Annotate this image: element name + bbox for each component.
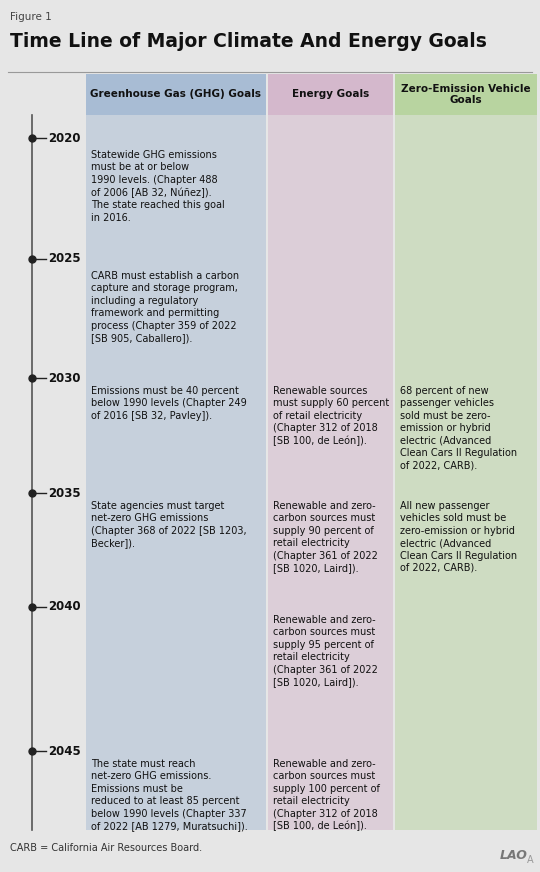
Bar — [86, 589, 266, 703]
Bar — [86, 703, 266, 830]
Bar — [86, 477, 266, 589]
Text: Renewable and zero-
carbon sources must
supply 95 percent of
retail electricity
: Renewable and zero- carbon sources must … — [273, 615, 378, 687]
Bar — [86, 74, 266, 115]
Bar — [86, 365, 266, 477]
Bar — [395, 477, 537, 589]
Bar — [395, 589, 537, 703]
Bar — [86, 115, 266, 251]
Bar — [268, 703, 393, 830]
Bar — [268, 477, 393, 589]
Bar — [86, 251, 266, 365]
Bar — [395, 74, 537, 115]
Text: 2020: 2020 — [48, 132, 80, 145]
Text: Greenhouse Gas (GHG) Goals: Greenhouse Gas (GHG) Goals — [91, 90, 261, 99]
Text: Zero-Emission Vehicle
Goals: Zero-Emission Vehicle Goals — [401, 84, 531, 106]
Text: Figure 1: Figure 1 — [10, 12, 52, 22]
Bar — [268, 589, 393, 703]
Text: Statewide GHG emissions
must be at or below
1990 levels. (Chapter 488
of 2006 [A: Statewide GHG emissions must be at or be… — [91, 150, 225, 222]
Text: Renewable sources
must supply 60 percent
of retail electricity
(Chapter 312 of 2: Renewable sources must supply 60 percent… — [273, 386, 389, 446]
Text: 2025: 2025 — [48, 253, 80, 265]
Text: A: A — [527, 855, 534, 865]
Text: The state must reach
net-zero GHG emissions.
Emissions must be
reduced to at lea: The state must reach net-zero GHG emissi… — [91, 759, 248, 831]
Bar — [268, 251, 393, 365]
Bar — [268, 365, 393, 477]
Text: 2030: 2030 — [48, 371, 80, 385]
Text: 2040: 2040 — [48, 601, 80, 614]
Text: Renewable and zero-
carbon sources must
supply 90 percent of
retail electricity
: Renewable and zero- carbon sources must … — [273, 501, 378, 573]
Bar — [395, 365, 537, 477]
Text: All new passenger
vehicles sold must be
zero-emission or hybrid
electric (Advanc: All new passenger vehicles sold must be … — [400, 501, 517, 573]
Text: 68 percent of new
passenger vehicles
sold must be zero-
emission or hybrid
elect: 68 percent of new passenger vehicles sol… — [400, 386, 517, 470]
Text: 2045: 2045 — [48, 745, 81, 758]
Bar — [395, 703, 537, 830]
Bar — [268, 115, 393, 251]
Bar — [268, 74, 393, 115]
Text: Energy Goals: Energy Goals — [292, 90, 369, 99]
Text: Emissions must be 40 percent
below 1990 levels (Chapter 249
of 2016 [SB 32, Pavl: Emissions must be 40 percent below 1990 … — [91, 386, 247, 421]
Text: LAO: LAO — [500, 848, 528, 862]
Bar — [395, 115, 537, 251]
Text: CARB = California Air Resources Board.: CARB = California Air Resources Board. — [10, 843, 202, 853]
Text: Renewable and zero-
carbon sources must
supply 100 percent of
retail electricity: Renewable and zero- carbon sources must … — [273, 759, 380, 832]
Text: State agencies must target
net-zero GHG emissions
(Chapter 368 of 2022 [SB 1203,: State agencies must target net-zero GHG … — [91, 501, 247, 548]
Text: 2035: 2035 — [48, 487, 80, 500]
Bar — [395, 251, 537, 365]
Text: Time Line of Major Climate And Energy Goals: Time Line of Major Climate And Energy Go… — [10, 32, 487, 51]
Text: CARB must establish a carbon
capture and storage program,
including a regulatory: CARB must establish a carbon capture and… — [91, 271, 239, 343]
